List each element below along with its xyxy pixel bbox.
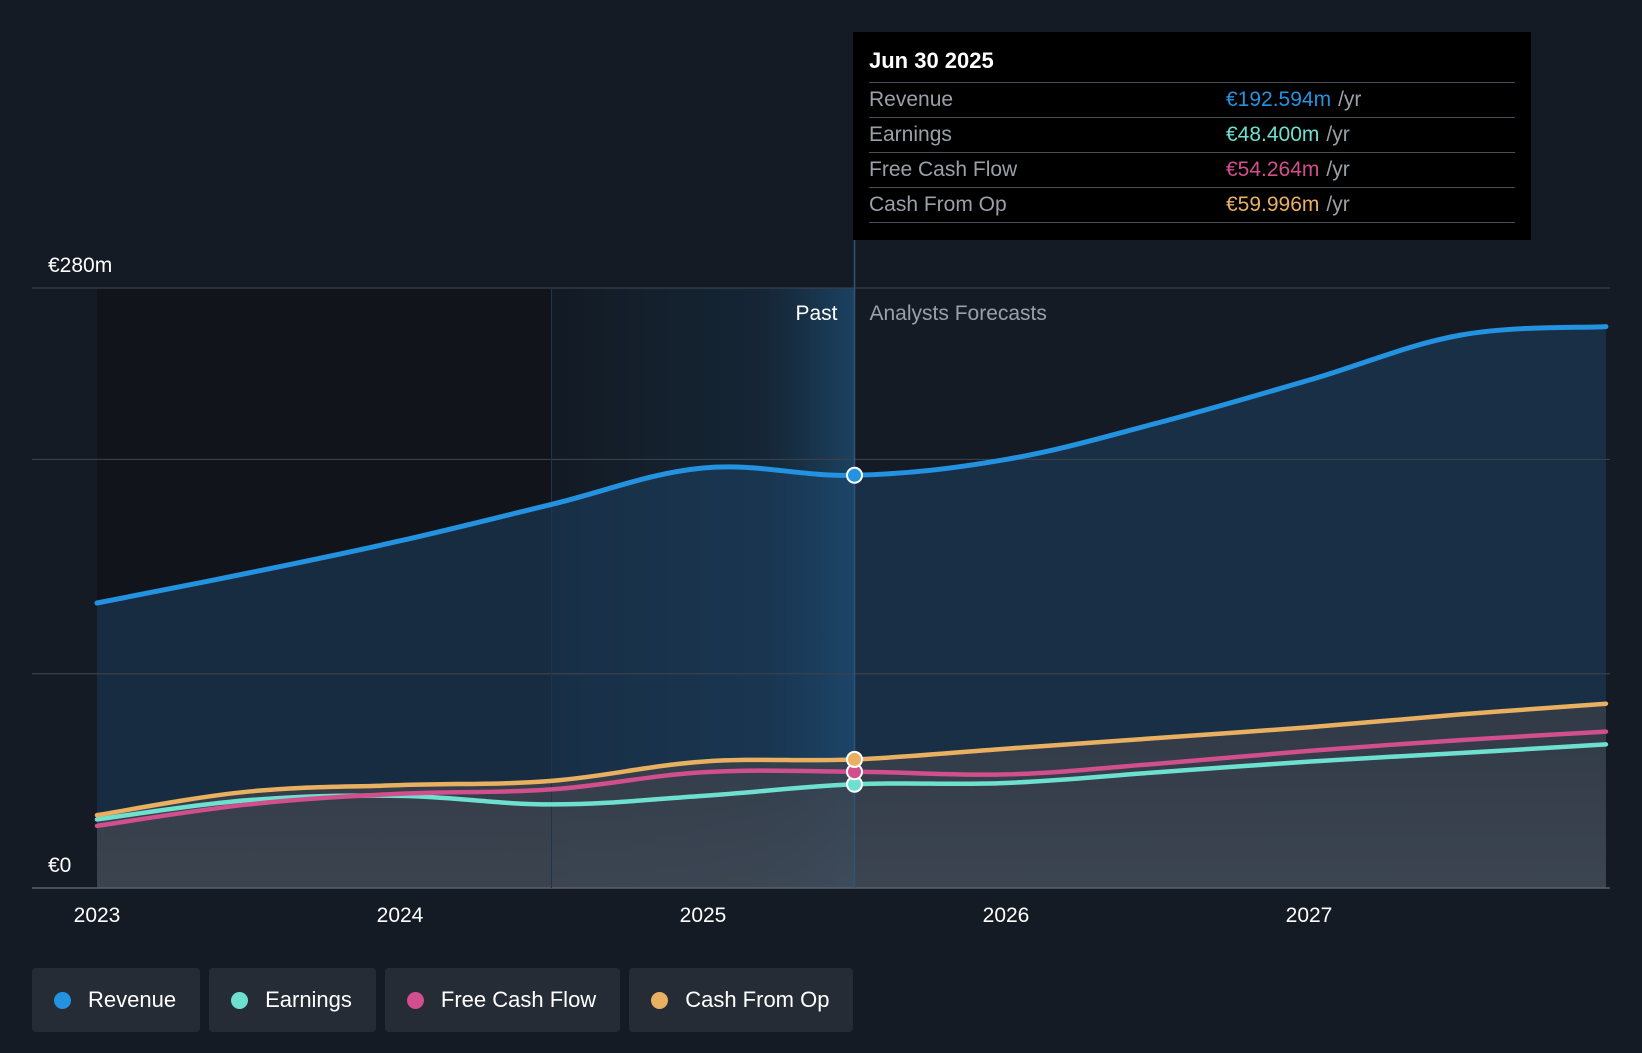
tooltip-unit: /yr [1326, 193, 1350, 216]
legend-label: Free Cash Flow [440, 987, 597, 1012]
tooltip-label: Free Cash Flow [869, 158, 1018, 181]
past-label: Past [795, 302, 837, 325]
tooltip-label: Revenue [869, 88, 954, 111]
legend-item-cash-from-op[interactable]: Cash From Op [629, 968, 854, 1032]
tooltip-date: Jun 30 2025 [869, 46, 1515, 83]
tooltip-row-free-cash-flow: Free Cash Flow €54.264m /yr [869, 153, 1515, 188]
tooltip-row-cash-from-op: Cash From Op €59.996m /yr [869, 188, 1515, 223]
marker-revenue [846, 466, 863, 484]
x-tick-label: 2024 [377, 904, 424, 927]
tooltip-panel: Jun 30 2025 Revenue €192.594m /yr Earnin… [853, 32, 1531, 240]
legend-label: Revenue [88, 987, 177, 1012]
cash-area [97, 703, 1606, 888]
cash-from-op-dot-icon [651, 991, 669, 1009]
tooltip-value-revenue: €192.594m [1226, 88, 1332, 111]
x-tick-label: 2027 [1286, 904, 1333, 927]
tooltip-value-earnings: €48.400m [1226, 123, 1320, 146]
legend-item-earnings[interactable]: Earnings [209, 968, 376, 1032]
tooltip-value-free-cash-flow: €54.264m [1226, 158, 1320, 181]
legend-item-free-cash-flow[interactable]: Free Cash Flow [384, 968, 621, 1032]
legend-label: Cash From Op [685, 987, 830, 1012]
x-tick-label: 2026 [983, 904, 1030, 927]
y-tick-label: €280m [48, 254, 112, 277]
legend-label: Earnings [265, 987, 352, 1012]
revenue-dot-icon [54, 991, 71, 1009]
tooltip-label: Cash From Op [869, 193, 1007, 216]
tooltip-unit: /yr [1326, 123, 1350, 146]
tooltip-row-earnings: Earnings €48.400m /yr [869, 118, 1515, 153]
legend-item-revenue[interactable]: Revenue [32, 968, 201, 1032]
free-cash-flow-dot-icon [406, 991, 424, 1009]
tooltip-label: Earnings [869, 123, 952, 146]
marker-cash-from-op [846, 750, 863, 768]
tooltip-value-cash-from-op: €59.996m [1226, 193, 1320, 216]
earnings-dot-icon [231, 991, 249, 1009]
x-tick-label: 2023 [74, 904, 121, 927]
tooltip-unit: /yr [1338, 88, 1362, 111]
forecast-label: Analysts Forecasts [870, 302, 1047, 325]
x-tick-label: 2025 [680, 904, 727, 927]
tooltip-unit: /yr [1326, 158, 1350, 181]
y-tick-label: €0 [48, 854, 71, 877]
legend: Revenue Earnings Free Cash Flow Cash Fro… [32, 968, 854, 1032]
tooltip-row-revenue: Revenue €192.594m /yr [869, 83, 1515, 118]
